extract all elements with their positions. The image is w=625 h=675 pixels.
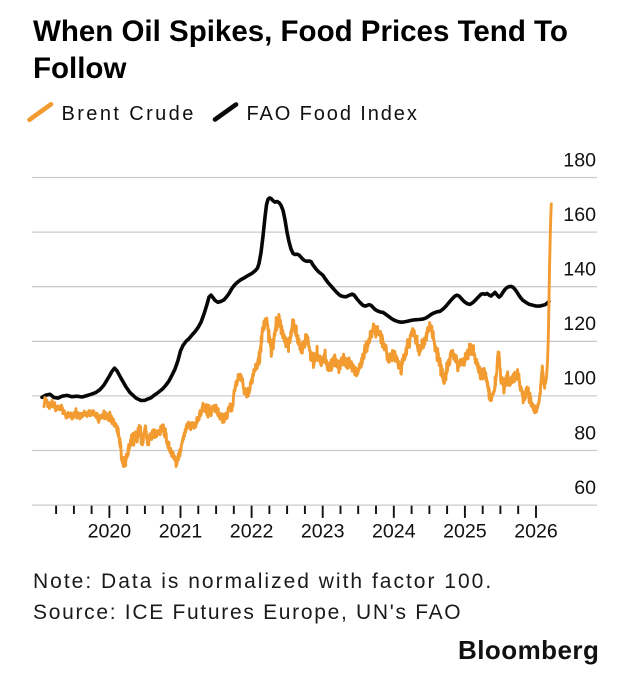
- svg-text:2024: 2024: [372, 521, 416, 543]
- svg-text:80: 80: [574, 422, 596, 444]
- svg-text:2026: 2026: [514, 521, 558, 543]
- svg-text:60: 60: [574, 477, 596, 499]
- svg-text:2020: 2020: [88, 521, 132, 543]
- svg-text:2025: 2025: [443, 521, 487, 543]
- svg-text:140: 140: [563, 259, 596, 281]
- svg-text:120: 120: [563, 313, 596, 335]
- svg-text:2021: 2021: [159, 521, 203, 543]
- svg-text:180: 180: [563, 149, 596, 171]
- svg-text:100: 100: [563, 368, 596, 390]
- svg-text:2023: 2023: [301, 521, 345, 543]
- svg-text:2022: 2022: [230, 521, 274, 543]
- svg-text:160: 160: [563, 204, 596, 226]
